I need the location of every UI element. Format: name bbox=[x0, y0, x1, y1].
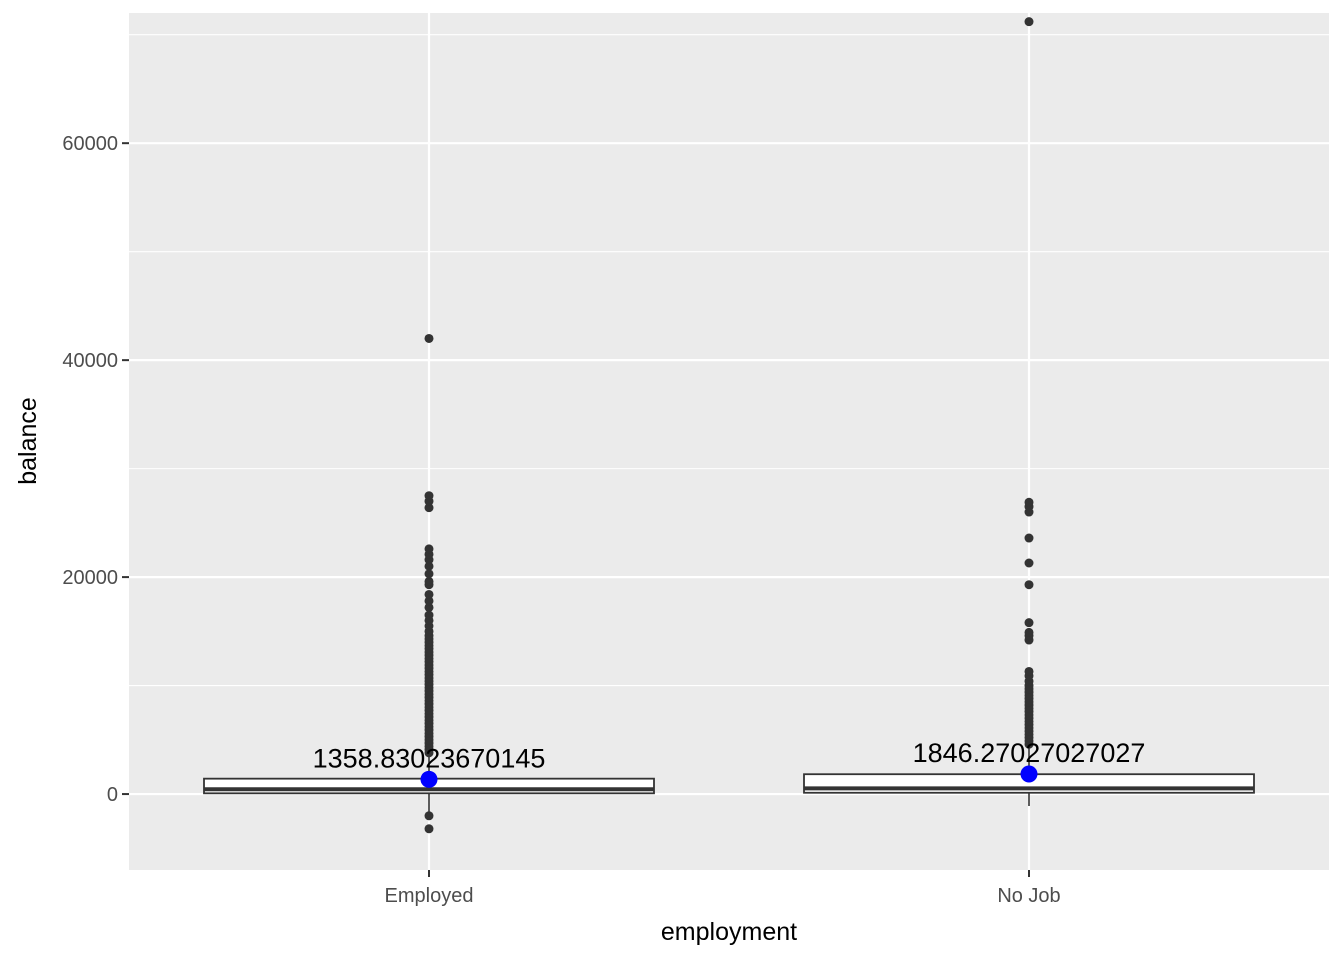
mean-point bbox=[420, 770, 438, 788]
x-axis: Employed No Job bbox=[385, 870, 1061, 907]
mean-label: 1358.83023670145 bbox=[313, 743, 546, 773]
outlier-point bbox=[424, 596, 434, 606]
plot-panel bbox=[129, 13, 1329, 870]
outlier-point bbox=[1024, 17, 1034, 27]
outlier-point bbox=[1024, 558, 1034, 568]
outlier-point bbox=[1024, 618, 1034, 628]
x-tick-label: No Job bbox=[997, 885, 1060, 907]
y-tick-label: 40000 bbox=[62, 350, 118, 372]
outlier-point bbox=[424, 610, 434, 620]
box-group-no-job: 1846.27027027027 bbox=[803, 17, 1255, 806]
y-tick-label: 20000 bbox=[62, 567, 118, 589]
x-tick-label: Employed bbox=[385, 885, 474, 907]
x-axis-title: employment bbox=[661, 918, 797, 946]
outlier-point bbox=[424, 503, 434, 513]
outlier-point bbox=[1024, 580, 1034, 590]
box-group-employed: 1358.83023670145 bbox=[203, 333, 655, 834]
outlier-point bbox=[424, 576, 434, 586]
outlier-point bbox=[1024, 533, 1034, 543]
outlier-point bbox=[424, 824, 434, 834]
mean-point bbox=[1020, 765, 1038, 783]
outlier-point bbox=[424, 602, 434, 612]
outlier-point bbox=[424, 569, 434, 579]
y-tick-label: 0 bbox=[107, 784, 118, 806]
mean-label: 1846.27027027027 bbox=[913, 738, 1146, 768]
outlier-point bbox=[1024, 497, 1034, 507]
outlier-point bbox=[424, 491, 434, 501]
outlier-point bbox=[424, 589, 434, 599]
outlier-point bbox=[424, 561, 434, 571]
outlier-point bbox=[1024, 666, 1034, 676]
y-tick-label: 60000 bbox=[62, 133, 118, 155]
y-axis-title: balance bbox=[14, 397, 42, 485]
outlier-point bbox=[1024, 627, 1034, 637]
outlier-point bbox=[424, 544, 434, 554]
outlier-point bbox=[424, 333, 434, 343]
y-axis: 0 20000 40000 60000 bbox=[62, 133, 129, 806]
outlier-point bbox=[424, 811, 434, 821]
boxes: 1358.83023670145 1846.27027027027 bbox=[203, 17, 1255, 834]
